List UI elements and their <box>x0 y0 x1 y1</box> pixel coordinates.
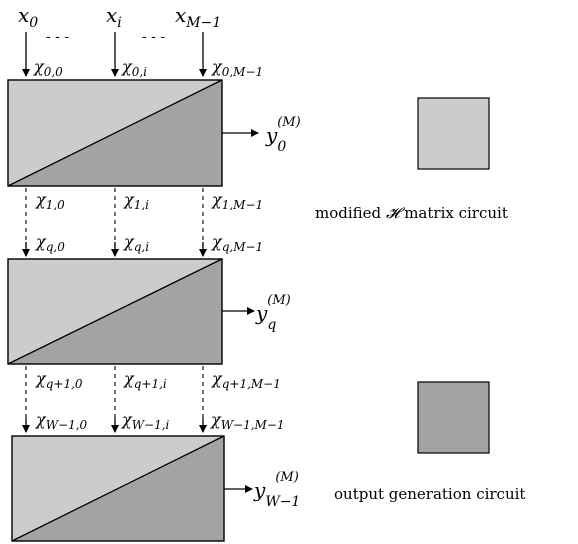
chi-q1-0: χq+1,0 <box>35 369 83 391</box>
input-xi-label: xi <box>106 3 122 31</box>
input-xM-1-label: xM−1 <box>175 3 221 31</box>
chi-q-i: χq,i <box>123 232 149 254</box>
chi-W-1-i: χW−1,i <box>121 410 170 432</box>
chi-W-1-M-1: χW−1,M−1 <box>210 410 285 432</box>
output-yq-label: yq(M) <box>255 293 291 333</box>
legend-output-label: output generation circuit <box>334 485 525 503</box>
chi-q1-M-1: χq+1,M−1 <box>211 369 281 391</box>
chi-0-i: χ0,i <box>121 57 147 79</box>
output-yW-1-label: yW−1(M) <box>253 470 300 510</box>
circuit-block-0 <box>7 79 223 187</box>
input-x0-label: x0 <box>18 3 38 31</box>
ellipsis-right: - - - <box>142 29 165 45</box>
chi-1-0: χ1,0 <box>35 190 65 212</box>
chi-q1-i: χq+1,i <box>123 369 167 391</box>
chi-0-0: χ0,0 <box>33 57 63 79</box>
output-y0-label: y0(M) <box>265 115 301 155</box>
chi-q-M-1: χq,M−1 <box>211 232 263 254</box>
chi-q-0: χq,0 <box>35 232 65 254</box>
chi-W-1-0: χW−1,0 <box>35 410 88 432</box>
circuit-block-W-1 <box>11 435 225 542</box>
chi-1-M-1: χ1,M−1 <box>211 190 263 212</box>
legend-output-swatch <box>417 381 490 454</box>
legend-modified-label: modified 𝓗 matrix circuit <box>315 204 508 222</box>
circuit-block-q <box>7 258 223 365</box>
chi-1-i: χ1,i <box>123 190 149 212</box>
legend-modified-swatch <box>417 97 490 170</box>
ellipsis-left: - - - <box>46 29 69 45</box>
chi-0-M-1: χ0,M−1 <box>211 57 263 79</box>
